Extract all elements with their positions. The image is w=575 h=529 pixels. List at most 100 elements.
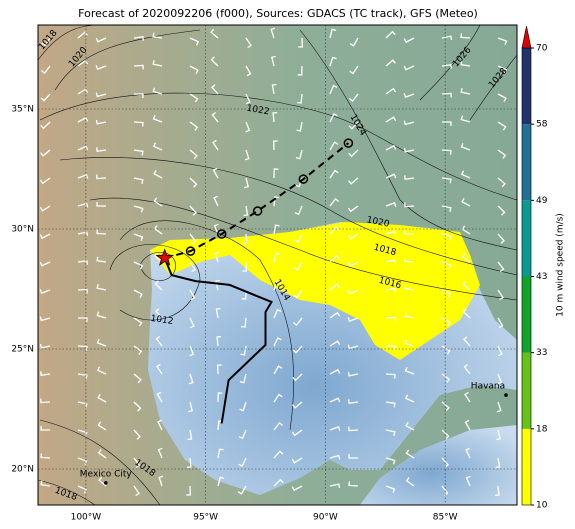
wind-barb	[329, 141, 339, 151]
wind-barb	[329, 397, 341, 403]
wind-barb	[291, 457, 303, 464]
wind-barb	[187, 429, 193, 441]
wind-barbs	[39, 27, 508, 497]
wind-barb	[497, 345, 503, 357]
wind-barb	[152, 142, 163, 151]
wind-barb	[441, 345, 451, 355]
wind-barb	[460, 88, 471, 95]
wind-barb	[329, 254, 340, 263]
wind-barb	[77, 457, 88, 466]
wind-barb	[292, 401, 303, 409]
wind-barb	[329, 169, 339, 179]
wind-barb	[238, 457, 247, 467]
wind-barb	[152, 87, 163, 95]
wind-barb	[217, 448, 224, 459]
wind-barb	[441, 261, 452, 270]
wind-barb	[497, 205, 506, 216]
wind-barb	[442, 121, 452, 127]
wind-barb	[273, 393, 283, 403]
wind-barb	[348, 177, 359, 185]
wind-barb	[239, 401, 247, 412]
wind-barb	[133, 429, 141, 440]
wind-barb	[349, 65, 359, 75]
wind-barb	[154, 280, 163, 291]
wind-barb	[39, 289, 51, 294]
wind-barb	[403, 120, 415, 126]
wind-barb	[77, 31, 88, 39]
wind-barb	[211, 111, 219, 123]
wind-barb	[133, 205, 144, 213]
wind-barb	[210, 56, 219, 67]
wind-barb	[329, 483, 341, 489]
wind-barb	[189, 205, 197, 216]
wind-barb	[217, 392, 223, 403]
wind-barb	[403, 147, 415, 153]
wind-barb	[189, 65, 199, 75]
lon-label: 90°W	[313, 513, 338, 523]
wind-barb	[273, 252, 281, 263]
wind-barb	[385, 457, 396, 465]
wind-barb	[404, 202, 415, 208]
wind-barb	[404, 394, 415, 403]
wind-barb	[403, 37, 415, 44]
wind-barb	[210, 28, 219, 39]
wind-barb	[463, 363, 471, 375]
lon-label: 95°W	[193, 513, 218, 523]
wind-barb	[349, 37, 359, 47]
wind-barb	[405, 421, 415, 431]
wind-barb	[156, 363, 163, 375]
lat-label: 35°N	[11, 105, 34, 115]
wind-barb	[77, 231, 89, 237]
wind-barb	[460, 33, 471, 39]
wind-barb	[385, 87, 397, 95]
lat-label: 25°N	[11, 345, 34, 355]
city-marker	[103, 481, 108, 485]
isobar-label: 1012	[150, 314, 174, 327]
wind-barb	[496, 401, 502, 413]
wind-barb	[347, 261, 359, 268]
high-wind-area	[150, 222, 480, 360]
wind-barb	[441, 317, 451, 327]
wind-barb	[189, 149, 198, 160]
wind-barb	[189, 261, 196, 273]
wind-barb	[97, 393, 107, 403]
wind-barb	[273, 308, 282, 319]
wind-barb	[404, 229, 414, 235]
wind-barb	[212, 167, 219, 179]
colorbar-bin	[522, 352, 531, 429]
forecast-point	[185, 246, 196, 256]
wind-barb	[211, 84, 219, 95]
colorbar-tick-label: 10	[536, 501, 548, 511]
wind-barb	[465, 475, 471, 487]
wind-barb	[291, 429, 303, 437]
wind-barb	[244, 149, 250, 161]
wind-barb	[40, 480, 51, 487]
wind-barb	[215, 307, 221, 319]
wind-barb	[403, 65, 415, 71]
wind-barb	[245, 93, 251, 105]
wind-barb	[39, 261, 51, 267]
wind-barb	[96, 256, 107, 263]
wind-barb	[40, 121, 51, 130]
wind-barb	[329, 454, 341, 460]
wind-barb	[189, 37, 200, 46]
colorbar-tick-label: 33	[536, 348, 547, 358]
wind-barb	[133, 64, 144, 70]
wind-barb	[441, 429, 450, 440]
colorbar-tick-label: 70	[536, 44, 548, 54]
wind-barb	[441, 233, 452, 241]
wind-barb	[497, 37, 508, 46]
wind-barb	[464, 391, 471, 403]
forecast-track	[164, 142, 350, 259]
wind-barb	[298, 37, 303, 48]
wind-barb	[385, 59, 396, 67]
wind-barb	[273, 337, 282, 347]
wind-barb	[237, 485, 247, 495]
wind-barb	[385, 287, 396, 293]
wind-barb	[39, 343, 51, 349]
wind-barb	[385, 485, 396, 494]
forecast-point	[298, 174, 309, 184]
wind-barb	[404, 257, 415, 263]
wind-barb	[292, 345, 303, 354]
wind-barb	[347, 205, 359, 213]
